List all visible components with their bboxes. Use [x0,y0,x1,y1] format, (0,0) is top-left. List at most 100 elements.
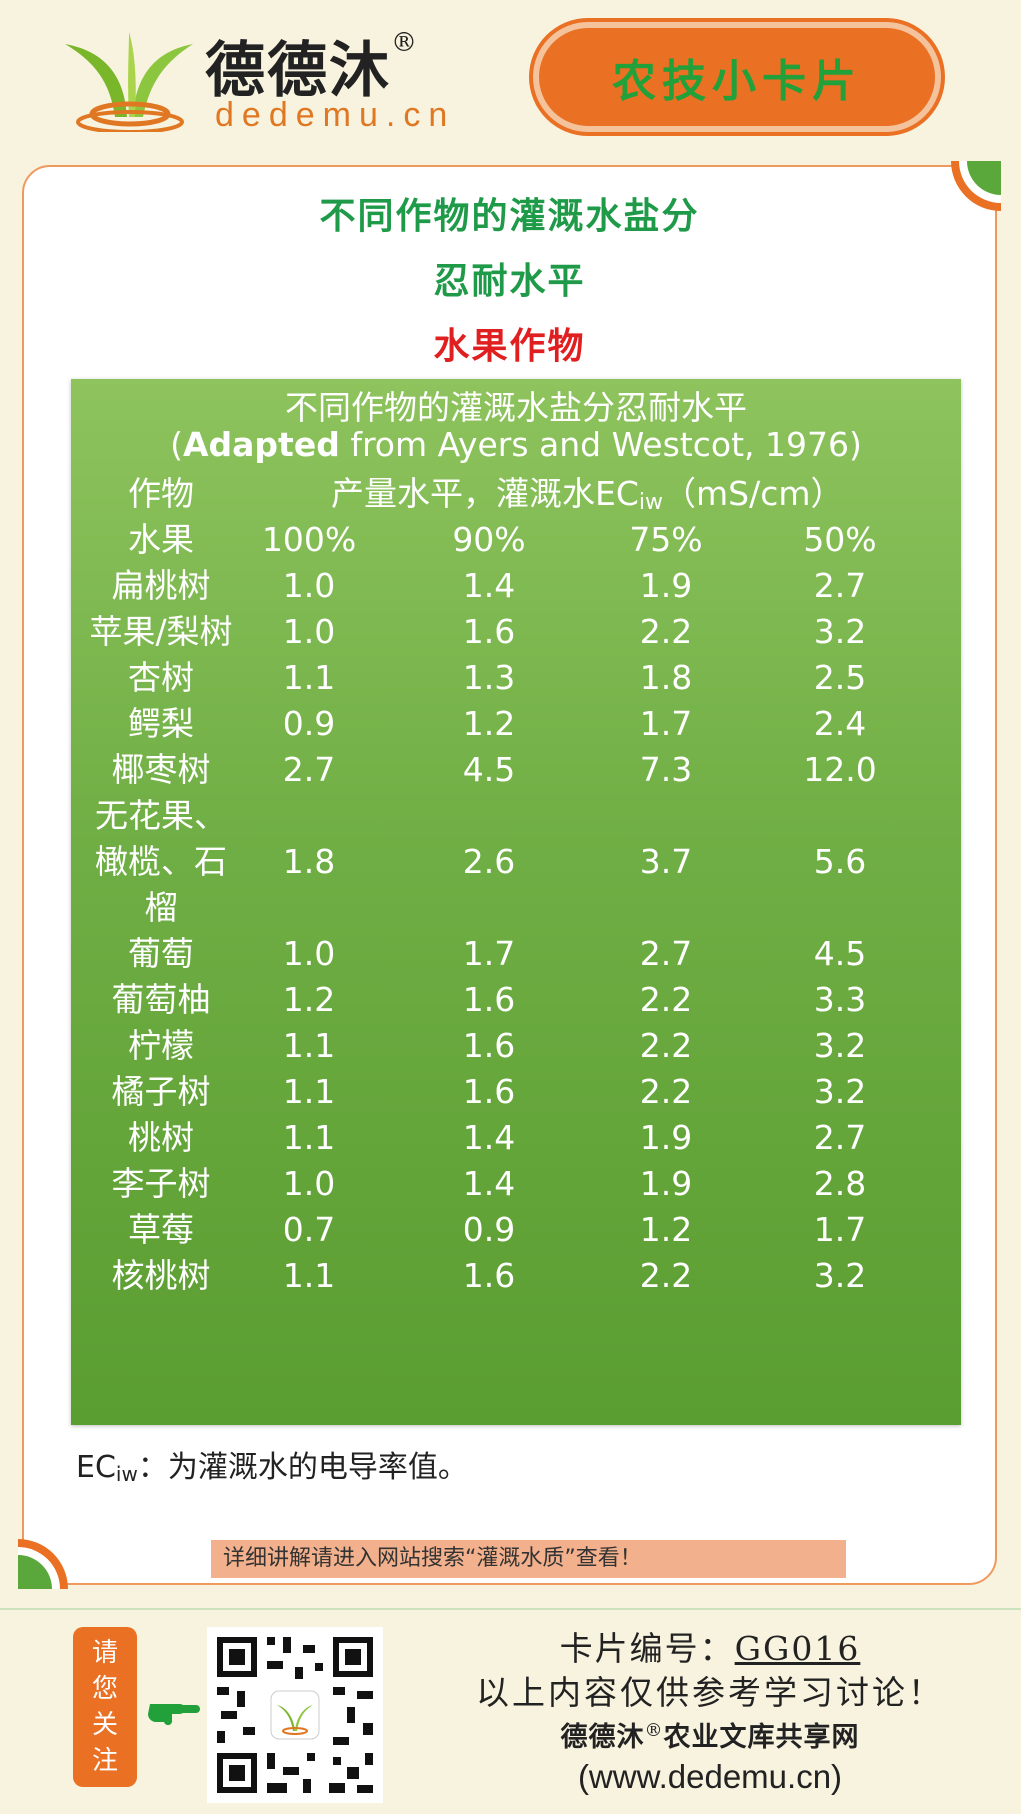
ec-footnote: ECiw：为灌溉水的电导率值。 [76,1450,468,1486]
ec-value: 2.2 [639,980,693,1019]
crop-name: 杏树 [128,658,194,697]
table-row: 椰枣树 2.7 4.5 7.3 12.0 [71,747,961,793]
corner-decoration-icon [18,1539,68,1589]
table-row: 葡萄柚 1.2 1.6 2.2 3.3 [71,977,961,1023]
table-heading: 不同作物的灌溉水盐分忍耐水平 [285,388,747,427]
qr-code-icon[interactable] [207,1627,383,1803]
ec-value: 1.1 [282,1072,336,1111]
ec-value: 1.7 [813,1210,867,1249]
category-title: 水果作物 [433,325,586,367]
ec-value: 1.6 [462,980,516,1019]
brand-logo: 德德沐® dedemu.cn [55,22,475,134]
ec-value: 2.5 [813,658,867,697]
table-row: 草莓 0.7 0.9 1.2 1.7 [71,1207,961,1253]
ec-value: 3.7 [639,842,693,881]
table-row: 葡萄 1.0 1.7 2.7 4.5 [71,931,961,977]
brand-domain: dedemu.cn [215,96,456,134]
table-row: 扁桃树 1.0 1.4 1.9 2.7 [71,563,961,609]
crop-name: 草莓 [128,1210,194,1249]
ec-value: 1.3 [462,658,516,697]
ec-value: 1.4 [462,1118,516,1157]
ec-value: 2.2 [639,1072,693,1111]
ec-value: 1.8 [639,658,693,697]
crop-name: 无花果、 橄榄、石 榴 [95,796,227,927]
table-row: 橘子树 1.1 1.6 2.2 3.2 [71,1069,961,1115]
card-title-line1: 不同作物的灌溉水盐分 [319,195,700,237]
table-row: 桃树 1.1 1.4 1.9 2.7 [71,1115,961,1161]
crop-name: 核桃树 [111,1256,211,1295]
sprout-logo-icon [65,32,193,132]
ec-value: 1.0 [282,612,336,651]
ec-value: 1.9 [639,1118,693,1157]
ec-value: 1.6 [462,612,516,651]
table-row: 杏树 1.1 1.3 1.8 2.5 [71,655,961,701]
table-source: (Adapted from Ayers and Westcot, 1976) [170,425,862,464]
ec-value: 4.5 [813,934,867,973]
ec-value: 4.5 [462,750,516,789]
table-header-row: 作物 产量水平，灌溉水ECiw（mS/cm） [71,471,961,517]
crop-name: 扁桃树 [111,566,211,605]
ec-value: 1.7 [462,934,516,973]
ec-value: 1.9 [639,566,693,605]
ec-value: 1.2 [282,980,336,1019]
yield-level-header: 50% [803,520,877,559]
ec-value: 3.2 [813,1026,867,1065]
ec-value: 1.4 [462,1164,516,1203]
crop-name: 苹果/梨树 [89,612,233,651]
table-row: 柠檬 1.1 1.6 2.2 3.2 [71,1023,961,1069]
ec-value: 2.2 [639,1026,693,1065]
crop-name: 椰枣树 [111,750,211,789]
ec-value: 1.9 [639,1164,693,1203]
ec-value: 1.2 [639,1210,693,1249]
footer-divider [0,1608,1021,1610]
ec-value: 3.2 [813,1256,867,1295]
column-header-crop: 作物 [128,474,194,513]
card-title-line2: 忍耐水平 [433,260,586,302]
ec-value: 1.1 [282,1118,336,1157]
ec-value: 2.7 [639,934,693,973]
ec-value: 0.7 [282,1210,336,1249]
ec-value: 2.8 [813,1164,867,1203]
ec-value: 1.0 [282,566,336,605]
table-subheader-row: 水果 100% 90% 75% 50% [71,517,961,563]
group-label: 水果 [128,520,194,559]
table-row: 鳄梨 0.9 1.2 1.7 2.4 [71,701,961,747]
card-number: 卡片编号：GG016 [559,1629,861,1668]
yield-level-header: 100% [261,520,357,559]
ec-value: 3.2 [813,1072,867,1111]
crop-name: 葡萄柚 [111,980,211,1019]
ec-value: 0.9 [462,1210,516,1249]
tolerance-table: 不同作物的灌溉水盐分忍耐水平 (Adapted from Ayers and W… [71,379,961,1425]
ec-value: 1.0 [282,934,336,973]
ec-value: 1.6 [462,1072,516,1111]
ec-value: 1.6 [462,1256,516,1295]
table-row: 苹果/梨树 1.0 1.6 2.2 3.2 [71,609,961,655]
column-header-yield-unit: 产量水平，灌溉水ECiw（mS/cm） [331,474,844,515]
ec-value: 2.6 [462,842,516,881]
ec-value: 2.2 [639,612,693,651]
ec-value: 1.4 [462,566,516,605]
disclaimer-text: 以上内容仅供参考学习讨论！ [476,1673,944,1712]
ec-value: 3.2 [813,612,867,651]
ec-value: 0.9 [282,704,336,743]
ec-value: 1.1 [282,1256,336,1295]
site-name: 德德沐®农业文库共享网 [560,1720,860,1753]
website-tip-banner: 详细讲解请进入网站搜索“灌溉水质”查看！ [211,1540,846,1578]
ec-value: 5.6 [813,842,867,881]
card-type-badge: 农技小卡片 [533,22,941,132]
ec-value: 12.0 [803,750,877,789]
ec-value: 1.8 [282,842,336,881]
yield-level-header: 75% [629,520,703,559]
ec-value: 1.1 [282,658,336,697]
ec-value: 1.2 [462,704,516,743]
ec-value: 2.7 [813,1118,867,1157]
crop-name: 李子树 [111,1164,211,1203]
site-url-link[interactable]: (www.dedemu.cn) [577,1758,843,1795]
ec-value: 1.1 [282,1026,336,1065]
crop-name: 桃树 [128,1118,194,1157]
corner-decoration-icon [951,161,1001,211]
crop-name: 葡萄 [128,934,194,973]
ec-value: 1.6 [462,1026,516,1065]
ec-value: 2.2 [639,1256,693,1295]
table-row: 李子树 1.0 1.4 1.9 2.8 [71,1161,961,1207]
